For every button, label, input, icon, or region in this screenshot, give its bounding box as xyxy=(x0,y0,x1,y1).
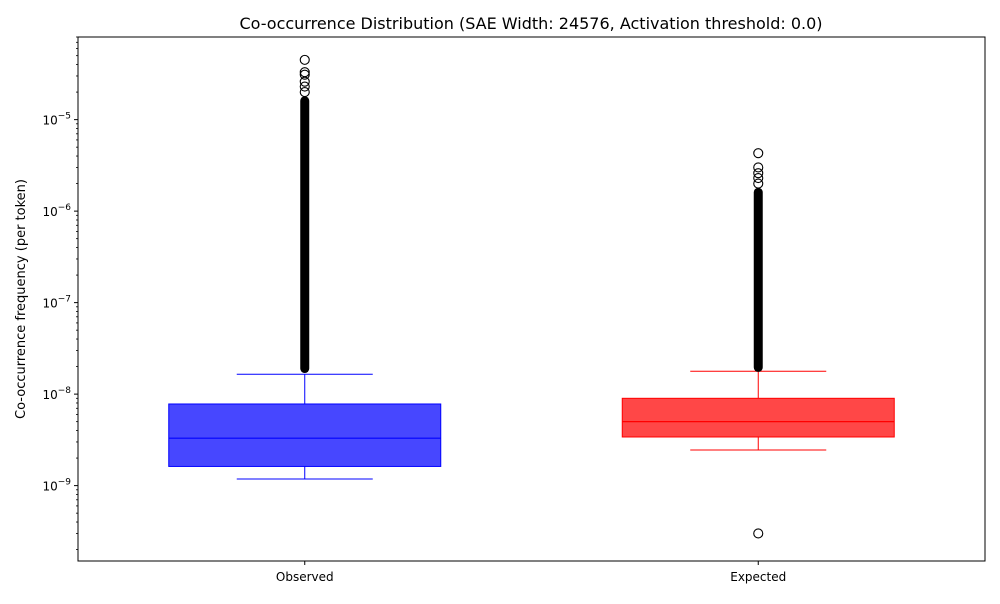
axes: Observed Expected 10−9 10−8 10−7 10−6 10−5 xyxy=(42,36,986,584)
chart-title: Co-occurrence Distribution (SAE Width: 2… xyxy=(239,14,822,33)
expected-outlier-point xyxy=(753,178,764,189)
expected-outlier-point xyxy=(753,172,764,184)
x-tick-label-expected: Expected xyxy=(730,570,786,584)
observed-outlier-point xyxy=(299,81,310,92)
expected-outlier-point xyxy=(753,528,764,539)
observed-outlier-point xyxy=(299,87,310,98)
y-tick-label: 10−5 xyxy=(42,112,71,128)
plot-area xyxy=(168,54,895,539)
axes-frame xyxy=(77,36,986,562)
observed-outlier-point xyxy=(299,67,310,78)
y-tick-label: 10−6 xyxy=(42,203,71,219)
expected-outlier-point xyxy=(753,168,764,179)
expected-outlier-band-core xyxy=(755,189,762,370)
x-tick-label-observed: Observed xyxy=(276,570,334,584)
y-axis-label: Co-occurrence frequency (per token) xyxy=(14,179,29,419)
observed-outlier-point xyxy=(299,69,310,80)
expected-outlier-point xyxy=(753,162,764,173)
observed-outlier-band-core xyxy=(301,98,308,372)
y-tick-label: 10−9 xyxy=(42,478,71,494)
y-tick-label: 10−8 xyxy=(42,386,71,402)
expected-box xyxy=(621,397,895,438)
observed-box xyxy=(168,403,442,467)
expected-outlier-point xyxy=(753,148,764,159)
observed-outlier-point xyxy=(299,54,310,65)
y-tick-label: 10−7 xyxy=(42,295,71,311)
